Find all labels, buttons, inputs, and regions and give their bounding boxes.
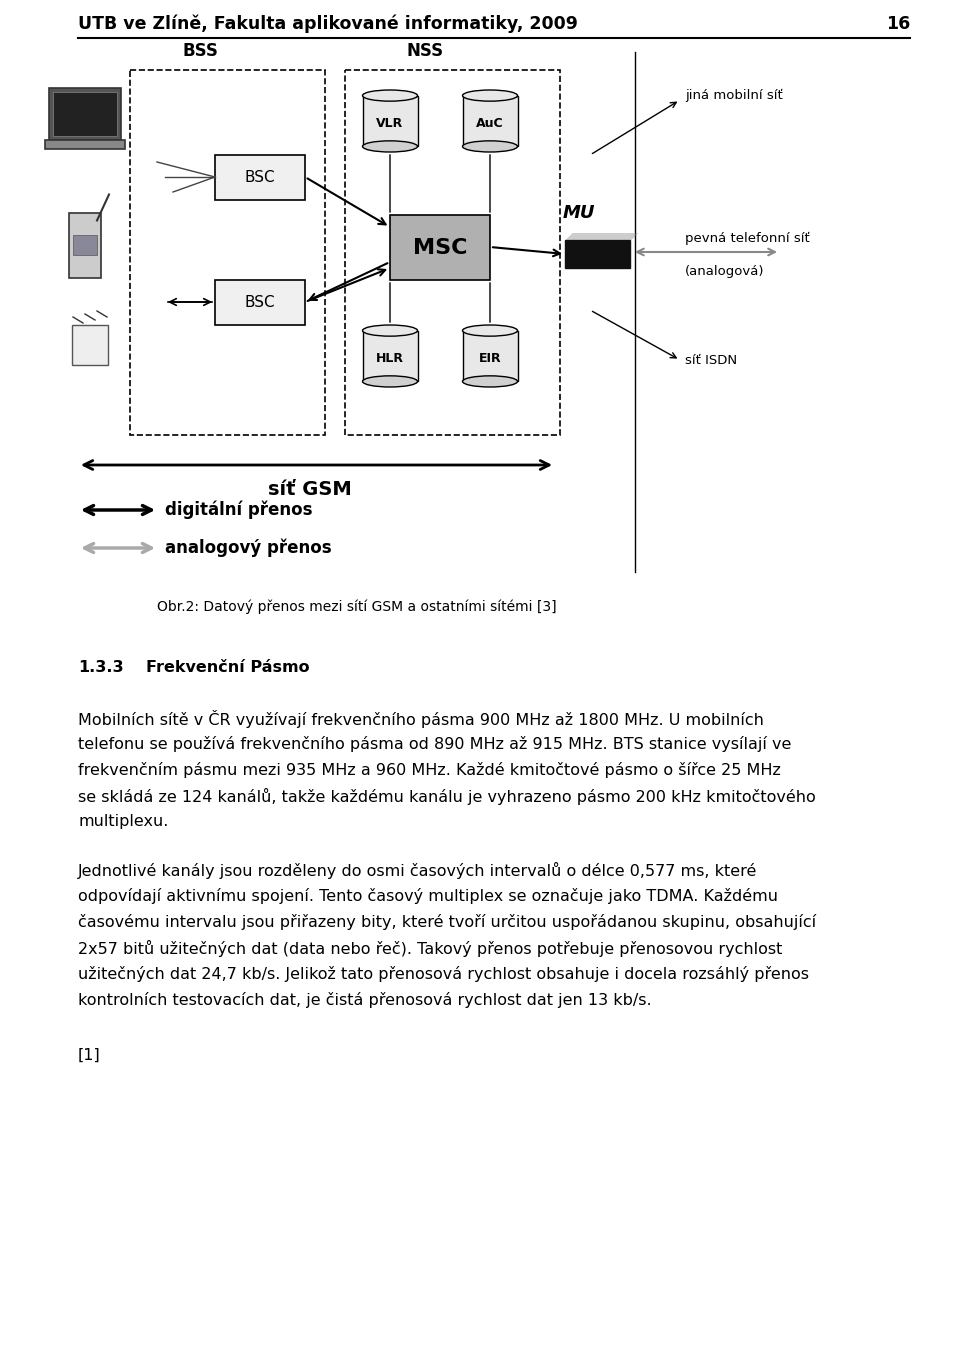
- Bar: [345, 70, 560, 435]
- Text: Jednotlivé kanály jsou rozděleny do osmi časových intervalů o délce 0,577 ms, kt: Jednotlivé kanály jsou rozděleny do osmi…: [78, 862, 757, 880]
- Text: 16: 16: [886, 15, 910, 32]
- Bar: [463, 331, 517, 381]
- Text: multiplexu.: multiplexu.: [78, 815, 168, 830]
- Ellipse shape: [463, 91, 517, 101]
- Bar: [363, 96, 418, 146]
- Bar: [69, 212, 101, 277]
- Bar: [49, 88, 121, 141]
- Text: HLR: HLR: [376, 353, 404, 365]
- Text: VLR: VLR: [376, 118, 403, 130]
- Ellipse shape: [363, 91, 418, 101]
- Text: kontrolních testovacích dat, je čistá přenosová rychlost dat jen 13 kb/s.: kontrolních testovacích dat, je čistá př…: [78, 992, 652, 1008]
- Bar: [45, 141, 125, 149]
- Text: UTB ve Zlíně, Fakulta aplikované informatiky, 2009: UTB ve Zlíně, Fakulta aplikované informa…: [78, 15, 578, 34]
- Bar: [363, 331, 418, 381]
- Text: síť GSM: síť GSM: [268, 480, 352, 499]
- Text: BSC: BSC: [245, 295, 276, 309]
- Text: (analogová): (analogová): [685, 265, 764, 278]
- Bar: [390, 215, 490, 280]
- Ellipse shape: [463, 326, 517, 336]
- Bar: [72, 326, 108, 365]
- Text: frekvenčním pásmu mezi 935 MHz a 960 MHz. Každé kmitočtové pásmo o šířce 25 MHz: frekvenčním pásmu mezi 935 MHz a 960 MHz…: [78, 762, 780, 778]
- Text: MSC: MSC: [413, 238, 468, 258]
- Text: analogový přenos: analogový přenos: [165, 539, 331, 557]
- Bar: [130, 70, 325, 435]
- Text: Mobilních sítě v ČR využívají frekvenčního pásma 900 MHz až 1800 MHz. U mobilníc: Mobilních sítě v ČR využívají frekvenční…: [78, 711, 764, 728]
- Ellipse shape: [463, 376, 517, 386]
- Text: odpovídají aktivnímu spojení. Tento časový multiplex se označuje jako TDMA. Každ: odpovídají aktivnímu spojení. Tento časo…: [78, 888, 778, 904]
- Text: se skládá ze 124 kanálů, takže každému kanálu je vyhrazeno pásmo 200 kHz kmitočt: se skládá ze 124 kanálů, takže každému k…: [78, 788, 816, 805]
- Bar: [73, 235, 97, 255]
- Ellipse shape: [363, 376, 418, 386]
- Text: AuC: AuC: [476, 118, 504, 130]
- Text: 1.3.3: 1.3.3: [78, 661, 124, 676]
- Text: BSS: BSS: [182, 42, 218, 59]
- Text: BSC: BSC: [245, 170, 276, 185]
- Bar: [463, 96, 517, 146]
- Text: MU: MU: [563, 204, 595, 222]
- Text: 2x57 bitů užitečných dat (data nebo řeč). Takový přenos potřebuje přenosovou ryc: 2x57 bitů užitečných dat (data nebo řeč)…: [78, 940, 782, 957]
- Bar: [215, 155, 305, 200]
- Text: pevná telefonní síť: pevná telefonní síť: [685, 232, 809, 245]
- Text: Frekvenční Pásmo: Frekvenční Pásmo: [146, 661, 310, 676]
- Text: telefonu se používá frekvenčního pásma od 890 MHz až 915 MHz. BTS stanice vysíla: telefonu se používá frekvenčního pásma o…: [78, 736, 791, 753]
- Bar: [565, 240, 630, 267]
- Text: užitečných dat 24,7 kb/s. Jelikož tato přenosová rychlost obsahuje i docela rozs: užitečných dat 24,7 kb/s. Jelikož tato p…: [78, 966, 809, 982]
- Text: NSS: NSS: [406, 42, 444, 59]
- Bar: [53, 92, 117, 136]
- Ellipse shape: [463, 141, 517, 153]
- Text: síť ISDN: síť ISDN: [685, 354, 737, 366]
- Bar: [215, 280, 305, 326]
- Text: EIR: EIR: [479, 353, 501, 365]
- Text: jiná mobilní síť: jiná mobilní síť: [685, 88, 782, 101]
- Text: Obr.2: Datový přenos mezi sítí GSM a ostatními sítémi [3]: Obr.2: Datový přenos mezi sítí GSM a ost…: [156, 600, 556, 615]
- Text: [1]: [1]: [78, 1048, 101, 1063]
- Ellipse shape: [363, 141, 418, 153]
- Ellipse shape: [363, 326, 418, 336]
- Text: digitální přenos: digitální přenos: [165, 501, 313, 519]
- Text: časovému intervalu jsou přiřazeny bity, které tvoří určitou uspořádanou skupinu,: časovému intervalu jsou přiřazeny bity, …: [78, 915, 816, 929]
